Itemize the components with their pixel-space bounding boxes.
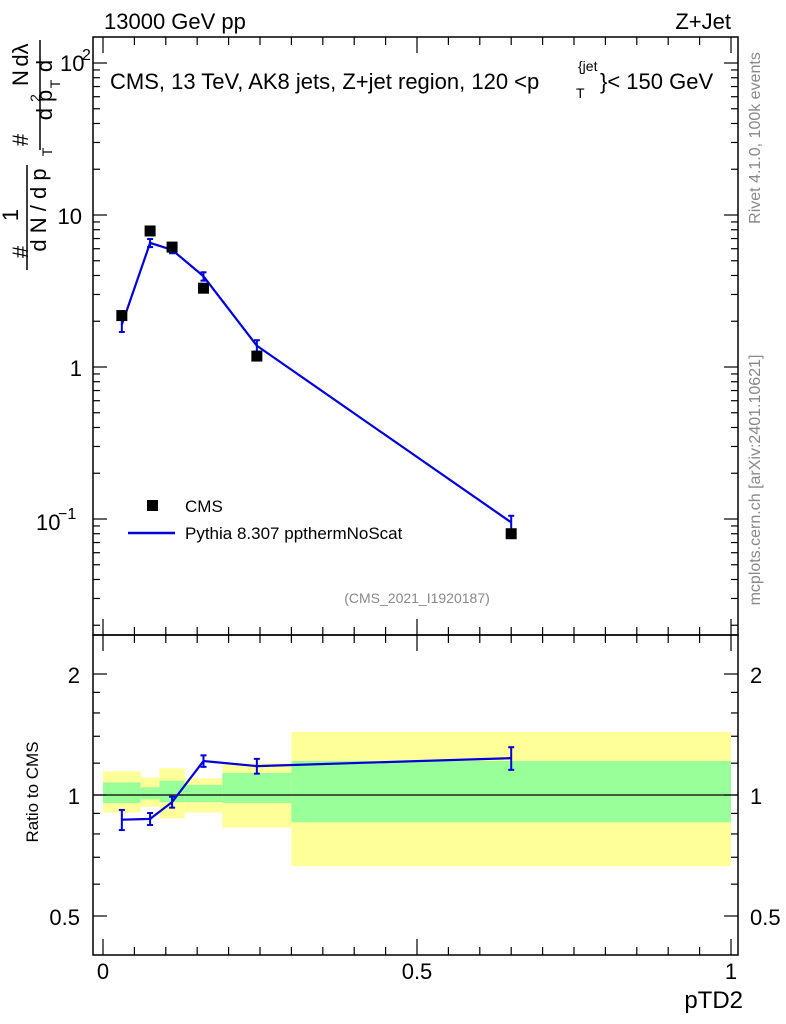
header-right-title: Z+Jet (675, 9, 731, 34)
x-axis-label: pTD2 (684, 987, 743, 1014)
ratio-ytick-2-right: 2 (750, 663, 762, 688)
cms-data-point (505, 528, 517, 540)
legend-cms-label: CMS (185, 497, 223, 516)
ratio-ytick-0p5-right: 0.5 (750, 905, 781, 930)
ylabel-one: 1 (0, 209, 23, 221)
cms-data-point (116, 310, 128, 322)
ytick-label-1: 1 (70, 356, 82, 381)
ylabel-dn-dpt: d N / d p (26, 168, 51, 251)
subtitle-sup-jet: {jet (578, 58, 598, 74)
legend-mc-label: Pythia 8.307 ppthermNoScat (185, 524, 403, 543)
ytick-label-100-exp: 2 (82, 47, 91, 64)
ratio-mc-series (118, 746, 515, 832)
main-axis-ticks (93, 37, 738, 635)
ylabel-n: N (8, 70, 33, 86)
ratio-band-inner (291, 761, 731, 823)
legend: CMS Pythia 8.307 ppthermNoScat (128, 497, 403, 543)
ratio-mc-line (121, 757, 512, 821)
subtitle-tail: }< 150 GeV (600, 69, 713, 94)
ytick-label-100: 10 (60, 51, 84, 76)
ratio-band-inner (103, 782, 141, 804)
ylabel-hash-2: # (8, 133, 33, 146)
analysis-id: (CMS_2021_I1920187) (344, 590, 490, 606)
xtick-label-0: 0 (97, 959, 109, 984)
ratio-band-inner (159, 780, 185, 803)
ylabel-sub-t-2: T (47, 79, 63, 88)
ratio-ytick-0p5-left: 0.5 (49, 905, 80, 930)
cms-data-point (251, 350, 263, 362)
ratio-axis-ticks (93, 635, 738, 955)
cms-data-point (144, 225, 156, 237)
xtick-label-0p5: 0.5 (402, 959, 433, 984)
main-ytick-labels: 10 2 10 1 10 −1 (36, 47, 91, 535)
ratio-y-axis-label: Ratio to CMS (23, 741, 42, 842)
cms-data-point (166, 241, 178, 253)
main-mc-line (120, 241, 512, 524)
mcplots-label: mcplots.cern.ch [arXiv:2401.10621] (747, 355, 764, 606)
ylabel-d-lambda-d: d (32, 60, 57, 72)
ylabel-d-lambda: dλ (8, 43, 33, 66)
x-tick-labels: 0 0.5 1 (97, 959, 737, 984)
ratio-band-inner (222, 772, 292, 804)
legend-cms-marker (147, 500, 158, 511)
cms-data-point (197, 282, 209, 294)
ytick-label-0p1-exp: −1 (58, 506, 76, 523)
ratio-uncertainty-bands (103, 731, 731, 867)
ratio-band-inner (140, 787, 160, 800)
ratio-band-inner (184, 784, 223, 803)
main-plot-frame (92, 36, 739, 636)
main-mc-series (118, 238, 515, 531)
subtitle-text: CMS, 13 TeV, AK8 jets, Z+jet region, 120… (110, 69, 539, 94)
rivet-label: Rivet 4.1.0, 100k events (747, 52, 764, 224)
ytick-label-10: 10 (58, 204, 82, 229)
subtitle-sub-t: T (576, 85, 585, 101)
header-left-title: 13000 GeV pp (104, 9, 246, 34)
ylabel-dpt: d p (32, 90, 57, 121)
ytick-label-0p1: 10 (36, 510, 60, 535)
main-plot-subtitle: CMS, 13 TeV, AK8 jets, Z+jet region, 120… (110, 58, 713, 101)
ratio-ytick-1-right: 1 (750, 784, 762, 809)
ylabel-sup-2: 2 (27, 94, 43, 102)
main-cms-series (116, 225, 517, 540)
ratio-ytick-labels: 2 1 0.5 2 1 0.5 (49, 663, 780, 930)
ratio-ytick-1-left: 1 (68, 784, 80, 809)
ylabel-sub-t-1: T (39, 147, 55, 156)
main-y-axis-label: # 1 d N / d p T # d p T d 2 N dλ (0, 40, 63, 270)
ratio-ytick-2-left: 2 (68, 663, 80, 688)
xtick-label-1: 1 (725, 959, 737, 984)
